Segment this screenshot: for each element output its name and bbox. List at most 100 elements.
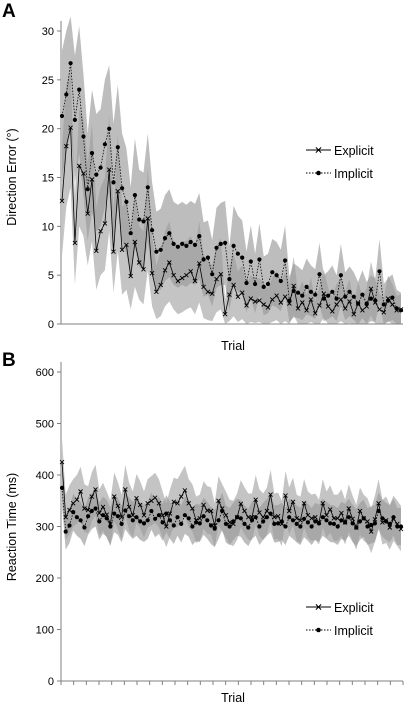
panel-b-point-explicit <box>167 511 173 516</box>
panel-a-point-explicit <box>184 272 189 278</box>
panel-b-point-explicit <box>67 507 72 513</box>
panel-a-point-explicit <box>252 299 258 304</box>
panel-b-point-implicit <box>205 518 210 523</box>
panel-b-point-explicit <box>93 487 98 492</box>
panel-a-point-explicit <box>381 309 387 315</box>
panel-a-point-implicit <box>373 298 378 303</box>
panel-b-point-implicit <box>89 508 94 514</box>
panel-a-point-implicit <box>240 255 245 260</box>
panel-a-point-implicit <box>351 294 356 299</box>
panel-a-point-implicit <box>291 288 296 293</box>
panel-b-point-implicit <box>380 516 385 521</box>
panel-b-point-explicit <box>100 504 106 510</box>
panel-b-point-implicit <box>190 524 195 529</box>
panel-a-point-explicit <box>205 289 211 295</box>
panel-b-point-implicit <box>302 516 307 521</box>
panel-b-point-implicit <box>220 508 225 514</box>
panel-a-point-implicit <box>244 280 249 286</box>
panel-a-point-explicit <box>179 275 185 281</box>
panel-a-y-tick-label: 20 <box>42 124 54 136</box>
panel-a-point-explicit <box>162 267 168 273</box>
panel-a-y-tick-label: 10 <box>42 221 54 233</box>
panel-a-point-explicit <box>196 261 202 266</box>
panel-a-point-implicit <box>321 296 326 301</box>
panel-a-point-implicit <box>107 126 112 131</box>
panel-b-point-explicit <box>171 499 177 505</box>
panel-b-point-implicit <box>100 513 106 518</box>
panel-a-point-implicit <box>338 273 343 278</box>
panel-a-point-implicit <box>235 251 240 256</box>
panel-a-point-explicit <box>295 306 301 311</box>
panel-b-point-implicit <box>216 518 221 523</box>
panel-b-point-explicit <box>178 494 184 499</box>
panel-a-point-explicit <box>325 304 331 309</box>
panel-b-point-implicit <box>156 513 161 518</box>
panel-b-point-implicit <box>398 524 404 529</box>
panel-b-point-implicit <box>138 519 143 524</box>
panel-a-point-implicit <box>304 284 309 289</box>
panel-a-point-explicit <box>261 302 267 307</box>
panel-b-point-implicit <box>86 514 91 519</box>
panel-a-point-explicit <box>227 292 232 298</box>
panel-a-point-explicit <box>209 291 215 297</box>
panel-a-point-explicit <box>351 311 357 317</box>
panel-b-x-axis-title: Trial <box>221 691 245 705</box>
panel-a-y-tick-label: 5 <box>48 270 54 282</box>
panel-b-point-implicit <box>320 515 325 520</box>
panel-b-point-implicit <box>71 509 76 515</box>
panel-b-point-implicit <box>324 518 329 523</box>
panel-a-point-implicit <box>317 272 322 277</box>
panel-b-point-implicit <box>246 525 251 530</box>
panel-a-point-implicit <box>386 298 391 303</box>
panel-a-point-implicit <box>210 272 215 277</box>
panel-b-point-implicit <box>365 524 370 529</box>
panel-b-point-implicit <box>264 515 269 520</box>
panel-b-point-explicit <box>160 512 165 518</box>
panel-b-y-tick-label: 400 <box>36 470 54 482</box>
panel-b-point-explicit <box>141 512 147 518</box>
panel-b-point-implicit <box>175 515 180 520</box>
panel-b-point-explicit <box>78 489 83 494</box>
panel-b-point-implicit <box>93 506 98 511</box>
panel-a-point-implicit <box>364 301 369 306</box>
panel-b-point-explicit <box>89 494 95 499</box>
panel-a-point-explicit <box>274 293 279 299</box>
panel-b-point-explicit <box>357 508 363 514</box>
panel-a-point-implicit <box>253 281 258 287</box>
panel-a-point-implicit <box>132 193 137 198</box>
panel-b-point-explicit <box>204 508 210 513</box>
panel-a-point-implicit <box>68 61 73 66</box>
panel-a-point-implicit <box>184 243 189 248</box>
panel-b-point-explicit <box>104 512 110 518</box>
panel-b-point-explicit <box>380 520 385 525</box>
panel-b-point-explicit <box>253 497 259 503</box>
panel-a-point-explicit <box>119 247 125 253</box>
panel-b-y-ticks: 0 100 200 300 400 500 600 <box>36 367 61 688</box>
panel-a-point-implicit <box>377 269 382 274</box>
panel-b-point-explicit <box>134 495 139 501</box>
panel-b-point-explicit <box>152 495 158 501</box>
panel-a-point-implicit <box>167 231 172 236</box>
panel-b-point-implicit <box>361 516 366 521</box>
panel-b-point-implicit <box>354 525 359 530</box>
panel-a-point-implicit <box>248 259 253 264</box>
panel-a-point-implicit <box>158 247 163 252</box>
panel-b-point-implicit <box>63 529 68 534</box>
panel-a-point-explicit <box>59 198 65 204</box>
panel-a-point-implicit <box>128 231 133 236</box>
panel-b-point-explicit <box>335 515 341 521</box>
panel-a-point-implicit <box>218 241 223 246</box>
panel-b-point-explicit <box>74 497 80 503</box>
panel-a-markers <box>59 61 404 317</box>
panel-b-point-explicit <box>216 498 221 504</box>
panel-b-point-explicit <box>260 514 266 520</box>
panel-a-point-implicit <box>64 92 69 97</box>
panel-a-point-implicit <box>347 289 352 294</box>
panel-b-point-implicit <box>108 524 113 529</box>
panel-a-legend-implicit-marker <box>316 170 321 176</box>
panel-b-point-implicit <box>164 511 169 516</box>
panel-a-point-explicit <box>98 228 103 234</box>
panel-b-point-implicit <box>391 515 396 520</box>
panel-b-point-explicit <box>223 512 229 518</box>
panel-b-point-implicit <box>316 521 322 526</box>
